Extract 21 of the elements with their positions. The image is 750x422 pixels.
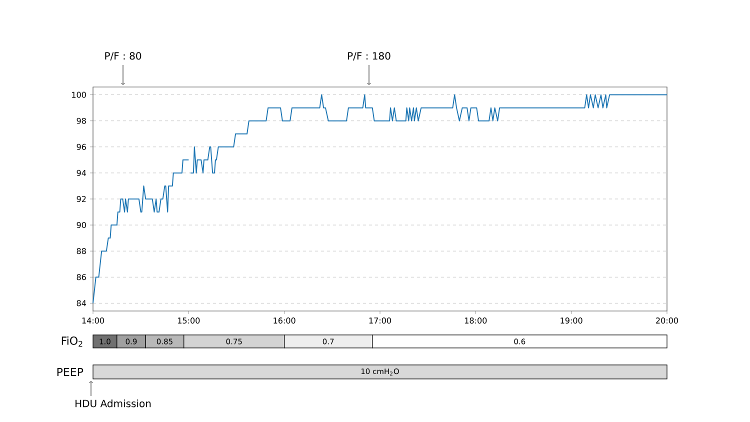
x-tick-label: 19:00 bbox=[560, 318, 582, 324]
y-tick-label: 92 bbox=[76, 196, 86, 202]
y-tick-label: 98 bbox=[76, 118, 86, 124]
x-tick-label: 15:00 bbox=[178, 318, 200, 324]
x-tick-label: 16:00 bbox=[274, 318, 296, 324]
text: P/F : 180 bbox=[348, 52, 390, 60]
annotation: HDU Admission bbox=[76, 400, 151, 408]
y-tick-label: 96 bbox=[76, 144, 86, 150]
y-tick-label: PEEP bbox=[57, 368, 84, 376]
y-tick-label: 88 bbox=[76, 248, 86, 254]
y-tick-label: 100 bbox=[72, 92, 86, 98]
y-tick-label: 84 bbox=[76, 300, 86, 306]
x-tick-label: 20:00 bbox=[656, 318, 678, 324]
x-tick-label: 18:00 bbox=[465, 318, 487, 324]
x-tick-label: 17:00 bbox=[369, 318, 391, 324]
x-tick-label: 14:00 bbox=[82, 318, 104, 324]
y-tick-label: 90 bbox=[76, 222, 86, 228]
y-tick-label: 86 bbox=[76, 274, 86, 280]
y-tick-label: FiO$_{2}$ bbox=[62, 336, 82, 347]
y-tick-label: 94 bbox=[76, 170, 86, 176]
text: P/F : 80 bbox=[105, 52, 142, 60]
